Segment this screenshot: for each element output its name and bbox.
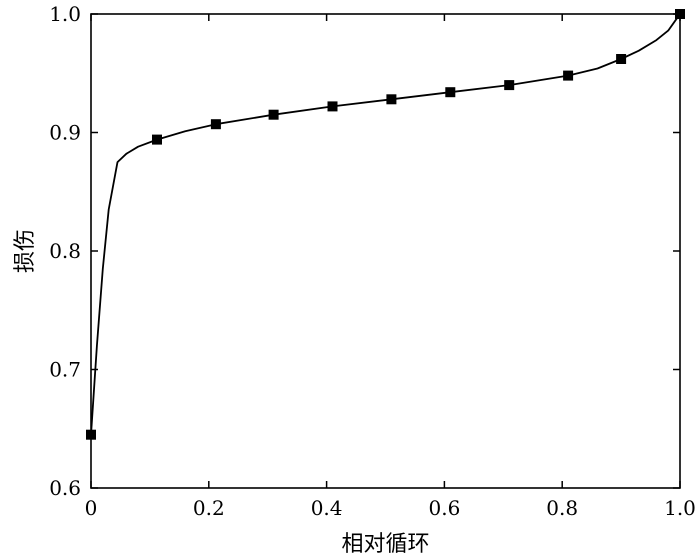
y-axis-ticks: 0.6 0.7 0.8 0.9 1.0 bbox=[49, 2, 680, 500]
x-tick-label: 1.0 bbox=[664, 496, 696, 520]
series-layer bbox=[86, 9, 685, 440]
data-point-marker bbox=[152, 134, 162, 145]
y-tick-label: 0.7 bbox=[49, 358, 81, 382]
plot-frame bbox=[90, 13, 681, 489]
damage-curve-line bbox=[90, 13, 681, 435]
y-tick-label: 0.8 bbox=[49, 239, 81, 263]
data-point-marker bbox=[327, 101, 338, 112]
y-tick-label: 1.0 bbox=[49, 2, 81, 26]
x-axis-title: 相对循环 bbox=[341, 532, 429, 557]
y-tick-label: 0.9 bbox=[49, 121, 81, 145]
data-point-marker bbox=[616, 54, 627, 64]
x-tick-label: 0.4 bbox=[311, 496, 343, 520]
data-point-marker bbox=[386, 94, 397, 105]
data-point-marker bbox=[268, 109, 279, 120]
data-point-marker bbox=[445, 87, 456, 98]
x-tick-label: 0.6 bbox=[428, 496, 460, 520]
x-tick-label: 0.8 bbox=[546, 496, 578, 520]
x-tick-label: 0.2 bbox=[193, 496, 225, 520]
data-point-marker bbox=[210, 119, 221, 130]
x-tick-label: 0 bbox=[85, 496, 98, 520]
x-axis-ticks: 0 0.2 0.4 0.6 0.8 1.0 bbox=[85, 14, 696, 520]
data-point-marker bbox=[504, 80, 515, 91]
y-tick-label: 0.6 bbox=[49, 476, 81, 500]
y-axis-title: 损伤 bbox=[13, 229, 38, 273]
data-point-marker bbox=[563, 70, 574, 81]
